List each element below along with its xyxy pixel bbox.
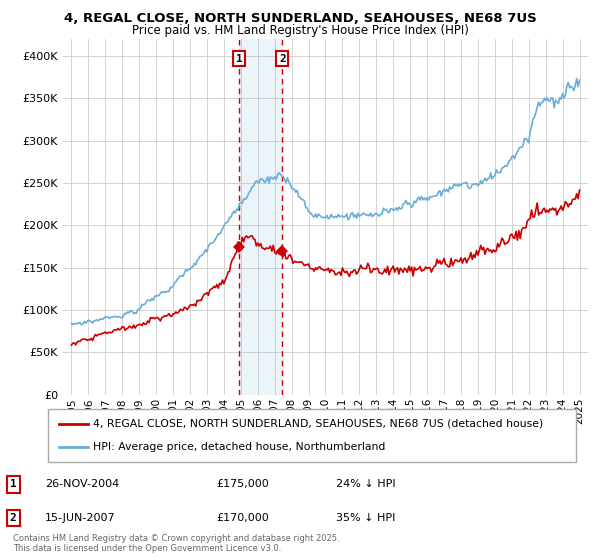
- Text: Contains HM Land Registry data © Crown copyright and database right 2025.
This d: Contains HM Land Registry data © Crown c…: [13, 534, 340, 553]
- Text: 4, REGAL CLOSE, NORTH SUNDERLAND, SEAHOUSES, NE68 7US (detached house): 4, REGAL CLOSE, NORTH SUNDERLAND, SEAHOU…: [93, 419, 543, 429]
- Text: 2: 2: [279, 54, 286, 64]
- Text: 2: 2: [10, 513, 17, 523]
- Text: 15-JUN-2007: 15-JUN-2007: [45, 513, 116, 523]
- Text: Price paid vs. HM Land Registry's House Price Index (HPI): Price paid vs. HM Land Registry's House …: [131, 24, 469, 36]
- Text: 4, REGAL CLOSE, NORTH SUNDERLAND, SEAHOUSES, NE68 7US: 4, REGAL CLOSE, NORTH SUNDERLAND, SEAHOU…: [64, 12, 536, 25]
- Text: 1: 1: [236, 54, 242, 64]
- Text: 24% ↓ HPI: 24% ↓ HPI: [336, 479, 395, 489]
- Text: 26-NOV-2004: 26-NOV-2004: [45, 479, 119, 489]
- Bar: [239, 39, 283, 395]
- FancyBboxPatch shape: [48, 409, 576, 462]
- Text: HPI: Average price, detached house, Northumberland: HPI: Average price, detached house, Nort…: [93, 442, 385, 452]
- Text: £170,000: £170,000: [216, 513, 269, 523]
- Text: 1: 1: [10, 479, 17, 489]
- Text: £175,000: £175,000: [216, 479, 269, 489]
- Text: 35% ↓ HPI: 35% ↓ HPI: [336, 513, 395, 523]
